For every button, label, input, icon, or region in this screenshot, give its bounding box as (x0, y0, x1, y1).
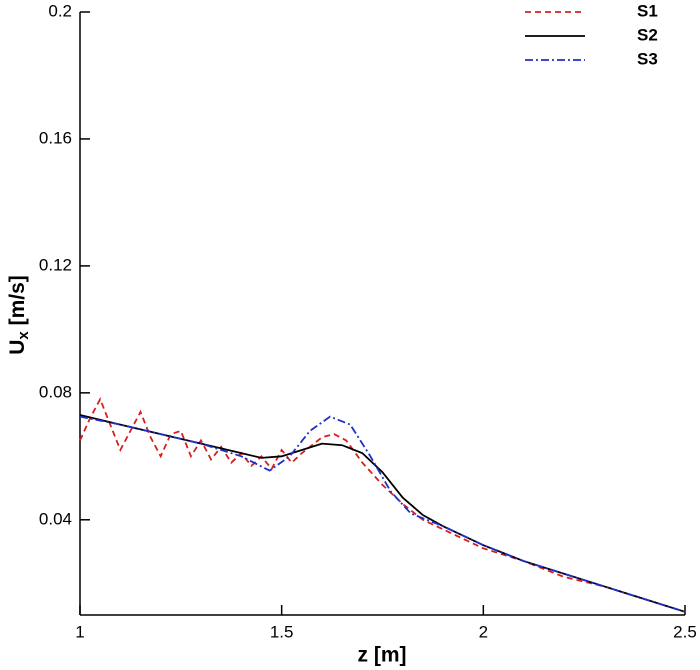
x-axis-title: z [m] (358, 644, 407, 667)
y-axis-title-sub: x (15, 331, 32, 340)
y-tick-label: 0.12 (39, 255, 72, 274)
y-tick-label: 0.04 (39, 509, 72, 528)
series-line (79, 414, 686, 613)
x-tick-label: 1.5 (270, 622, 294, 641)
y-axis-title: Ux [m/s] (6, 275, 32, 355)
legend-label: S1 (637, 1, 658, 20)
series-line (79, 415, 686, 613)
x-tick-label: 2.5 (673, 622, 697, 641)
legend-label: S2 (637, 25, 658, 44)
y-axis-title-main: U (6, 340, 29, 355)
series-line (79, 397, 686, 613)
x-tick-label: 2 (479, 622, 488, 641)
legend-label: S3 (637, 49, 658, 68)
y-axis-title-unit: [m/s] (6, 275, 29, 331)
y-tick-label: 0.16 (39, 128, 72, 147)
x-tick-label: 1 (75, 622, 84, 641)
y-tick-label: 0.2 (48, 1, 72, 20)
y-tick-label: 0.08 (39, 382, 72, 401)
